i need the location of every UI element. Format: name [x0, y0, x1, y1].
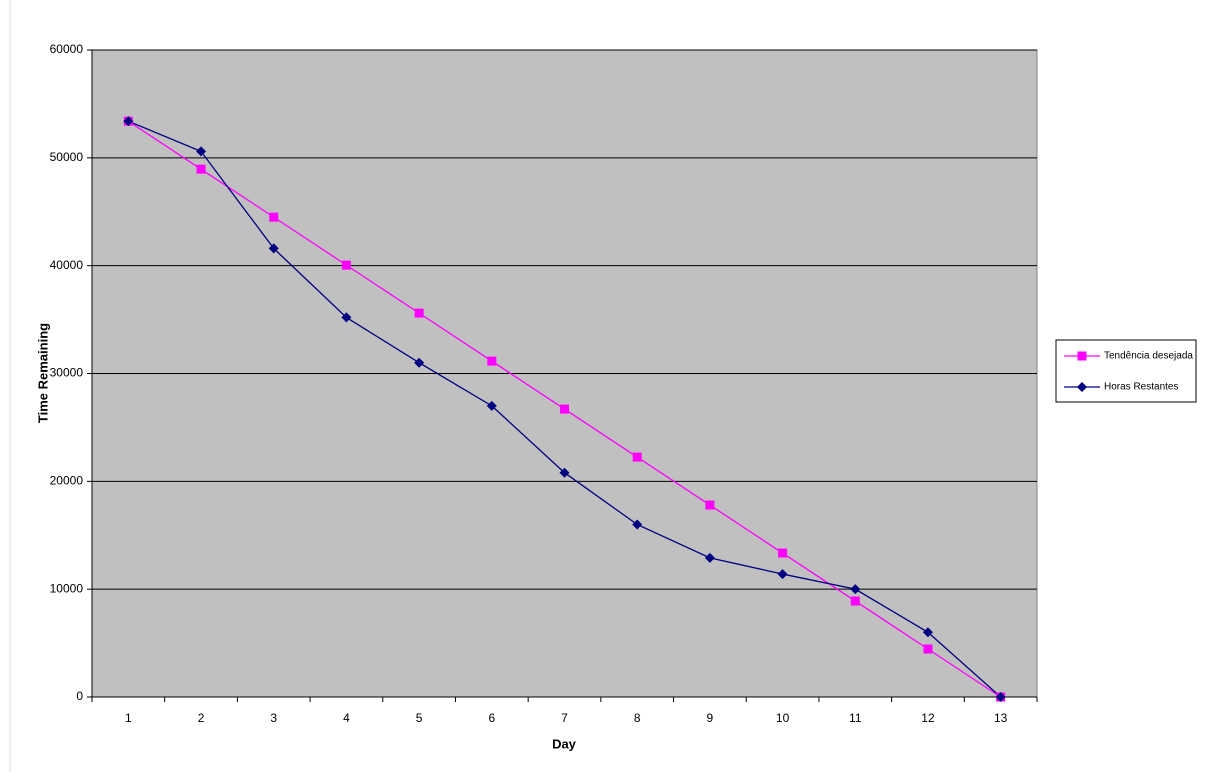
x-tick-label: 7 [561, 711, 568, 725]
x-tick-label: 1 [125, 711, 132, 725]
point [632, 452, 642, 462]
point [414, 308, 424, 318]
point [850, 596, 860, 606]
point [705, 500, 715, 510]
y-tick-label: 30000 [50, 366, 84, 380]
x-tick-label: 12 [921, 711, 935, 725]
x-tick-label: 6 [488, 711, 495, 725]
x-tick-label: 3 [270, 711, 277, 725]
point [632, 519, 643, 530]
point [341, 260, 351, 270]
legend-marker [1077, 382, 1087, 392]
y-tick-label: 50000 [50, 150, 84, 164]
legend-label: Tendência desejada [1104, 351, 1193, 362]
point [196, 164, 206, 174]
x-tick-label: 13 [994, 711, 1008, 725]
x-tick-label: 4 [343, 711, 350, 725]
point [487, 356, 497, 366]
x-tick-label: 9 [707, 711, 714, 725]
x-tick-label: 8 [634, 711, 641, 725]
x-axis-title: Day [552, 736, 577, 751]
point [559, 467, 570, 478]
x-tick-label: 5 [416, 711, 423, 725]
y-tick-label: 0 [76, 689, 83, 703]
point [922, 627, 933, 638]
x-tick-label: 10 [776, 711, 790, 725]
y-tick-label: 40000 [50, 258, 84, 272]
point [850, 584, 861, 595]
legend-marker [1077, 351, 1087, 361]
y-axis-title: Time Remaining [35, 323, 50, 423]
x-tick-label: 2 [198, 711, 205, 725]
y-tick-label: 60000 [50, 42, 84, 56]
y-tick-label: 20000 [50, 474, 84, 488]
legend-label: Horas Restantes [1104, 382, 1178, 393]
point [777, 569, 788, 580]
point [486, 400, 497, 411]
point [341, 312, 352, 323]
point [414, 357, 425, 368]
point [995, 692, 1006, 702]
point [196, 146, 207, 157]
point [704, 552, 715, 563]
legend [1055, 339, 1197, 403]
point [560, 404, 569, 414]
point [778, 548, 788, 558]
x-tick-label: 11 [849, 711, 862, 725]
point [923, 644, 933, 654]
point [268, 243, 279, 254]
point [123, 116, 134, 127]
y-tick-label: 10000 [50, 581, 84, 595]
point [269, 212, 279, 222]
